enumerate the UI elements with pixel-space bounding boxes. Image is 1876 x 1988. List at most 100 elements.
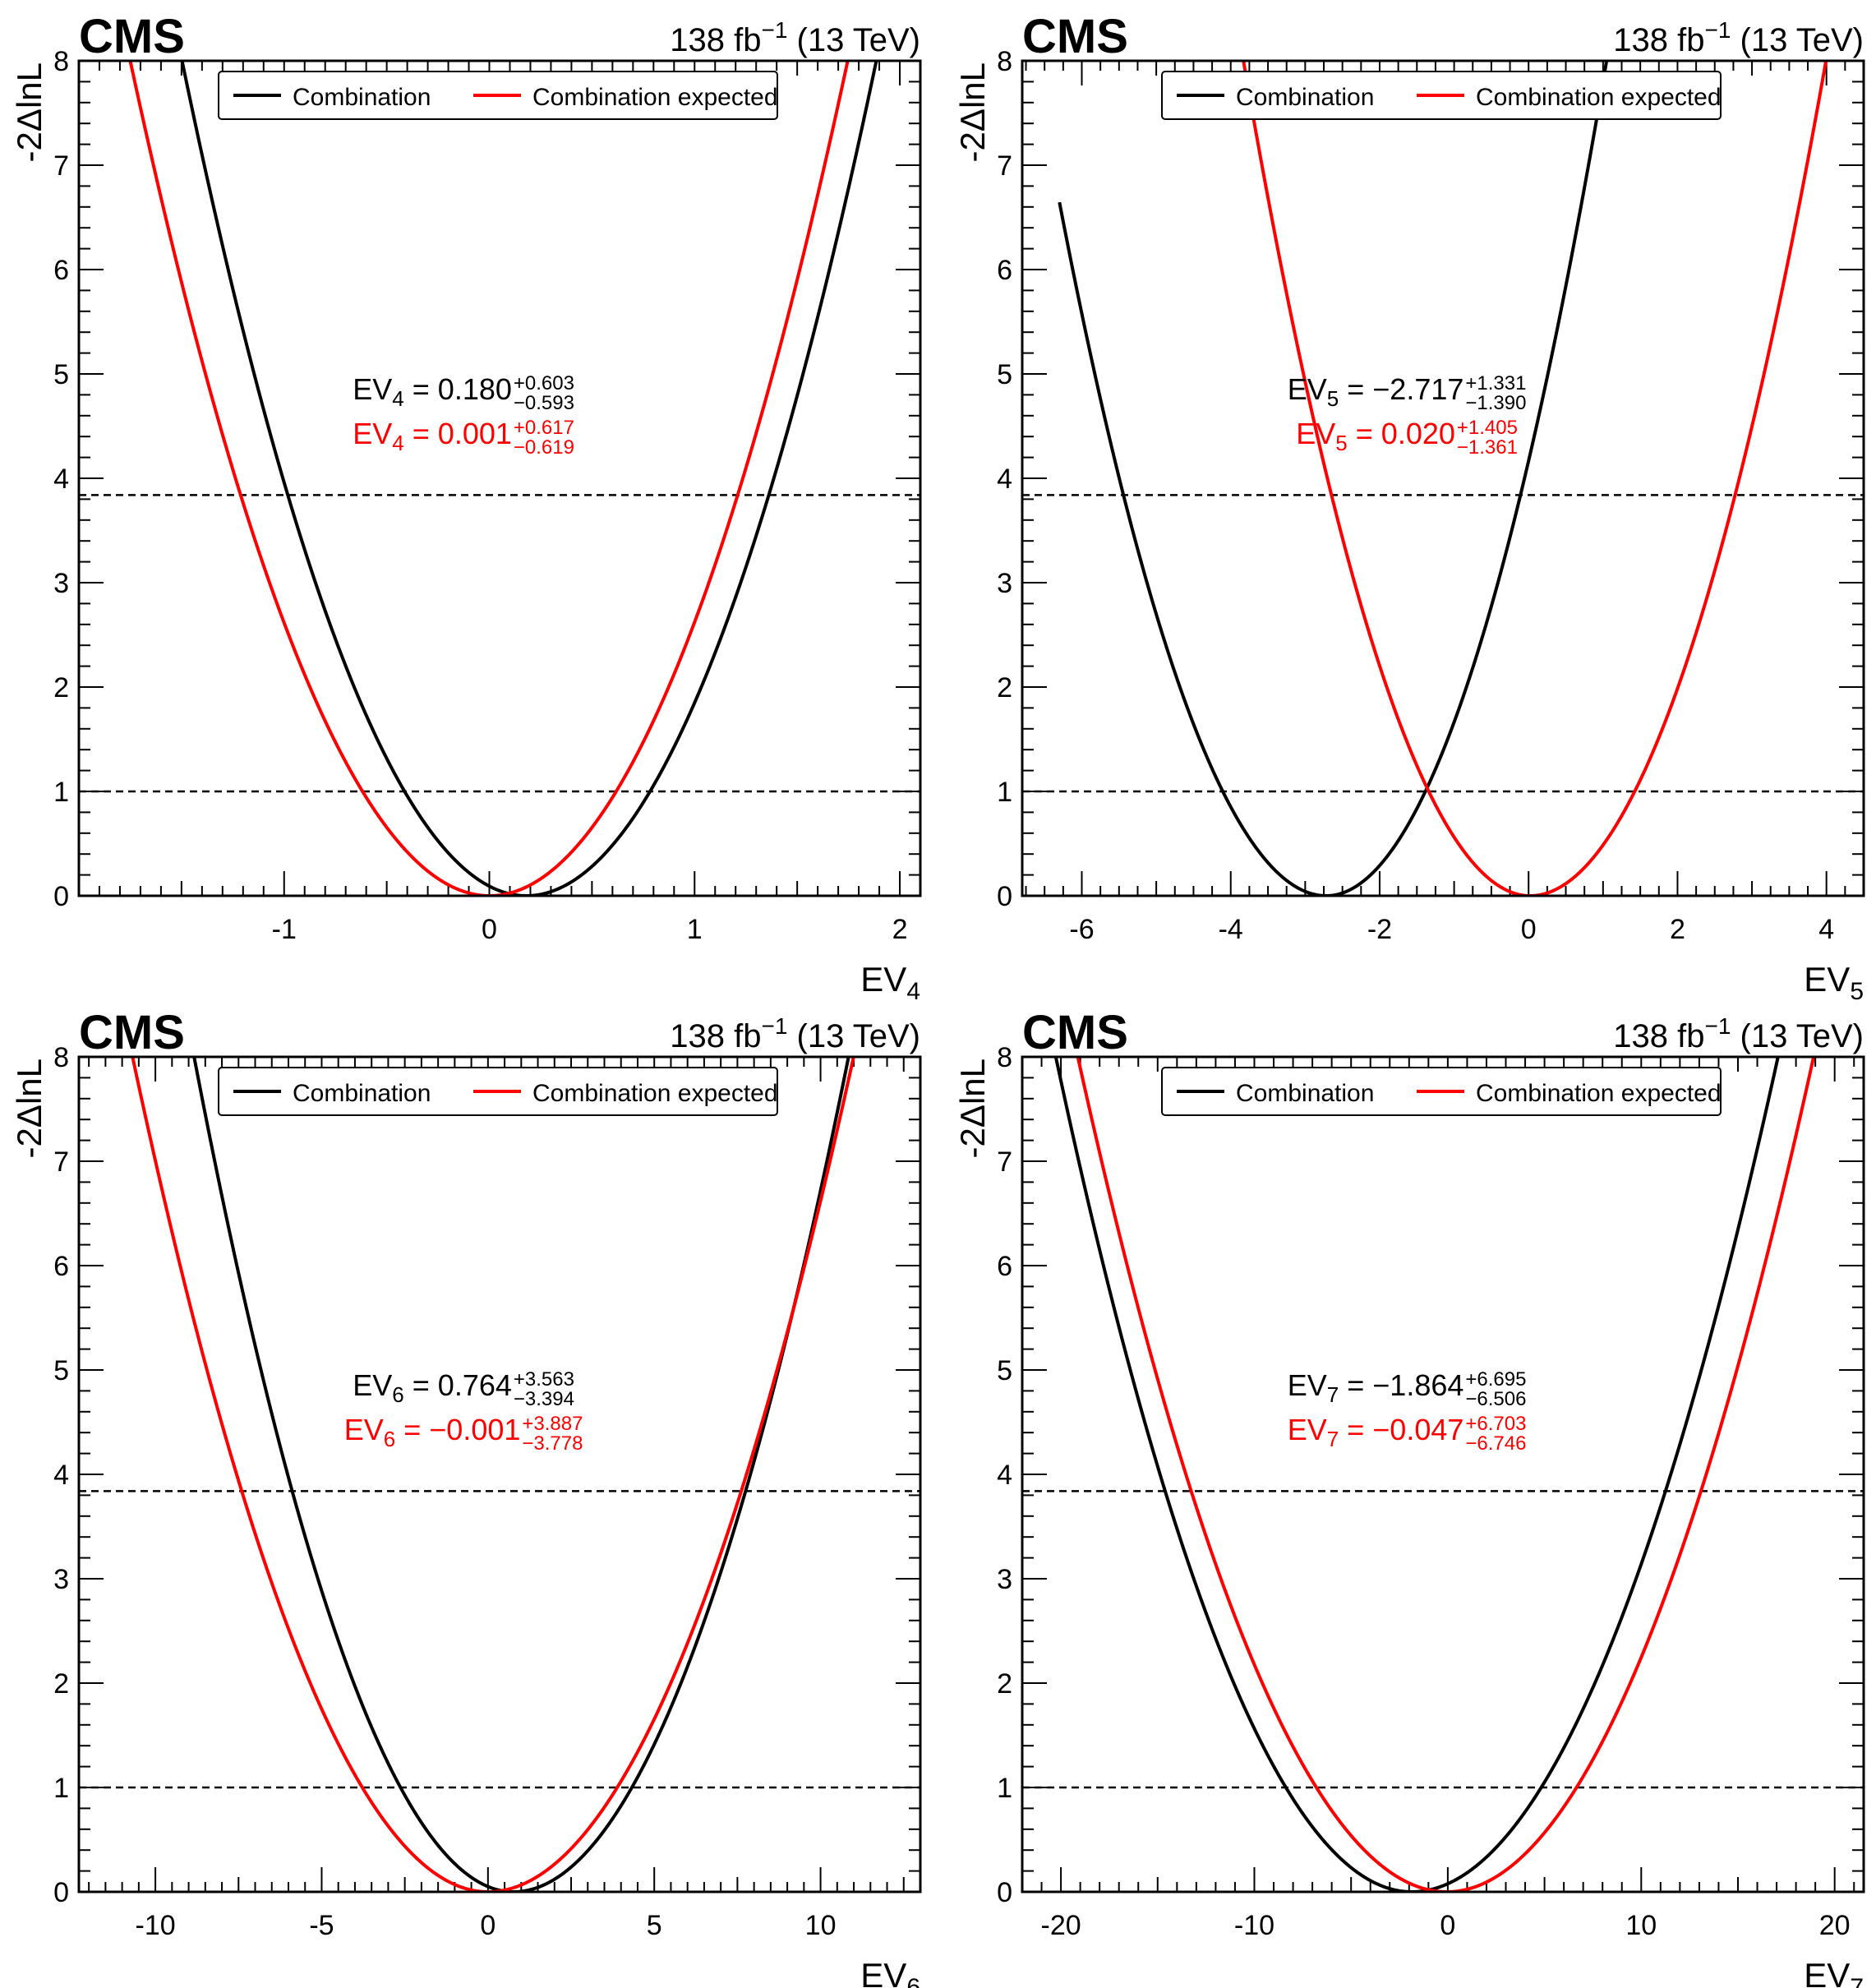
- x-tick-label: 2: [892, 914, 908, 945]
- legend-entry: Combination: [1236, 84, 1374, 111]
- y-tick-label: 2: [997, 1668, 1012, 1700]
- svg-text:EV5 = −2.717: EV5 = −2.717: [1288, 372, 1464, 411]
- cms-title: CMS: [79, 1006, 185, 1059]
- x-axis-label-base: EV: [860, 1956, 906, 1988]
- x-axis-label-sub: 7: [1850, 1974, 1864, 1988]
- y-tick-label: 7: [53, 150, 69, 182]
- uncertainty-down: −1.390: [1465, 392, 1526, 414]
- lumi-label: 138 fb−1 (13 TeV): [670, 1013, 920, 1054]
- x-tick-label: -20: [1041, 1910, 1081, 1941]
- legend-entry: Combination: [293, 1080, 431, 1107]
- best-fit-annotation-expected: EV6 = −0.001 +3.887−3.778: [344, 1413, 583, 1455]
- cms-title: CMS: [79, 10, 185, 63]
- y-tick-label: 6: [53, 255, 69, 286]
- y-tick-label: 0: [53, 881, 69, 912]
- y-tick-label: 2: [53, 672, 69, 703]
- best-fit-annotation-expected: EV5 = 0.020 +1.405−1.361: [1296, 417, 1518, 459]
- y-tick-label: 5: [53, 359, 69, 390]
- y-tick-label: 3: [53, 568, 69, 599]
- x-tick-label: 0: [1440, 1910, 1455, 1941]
- x-axis-label: EV5: [1804, 960, 1864, 1005]
- series-line-combination: [1058, 61, 1609, 896]
- x-tick-label: -6: [1069, 914, 1094, 945]
- svg-text:EV6 = −0.001: EV6 = −0.001: [344, 1413, 521, 1451]
- plot-frame: [77, 59, 922, 897]
- y-tick-label: 8: [997, 46, 1012, 77]
- uncertainty-up: +6.703: [1465, 1413, 1526, 1435]
- y-tick-label: 5: [997, 1355, 1012, 1386]
- y-tick-label: 7: [997, 1146, 1012, 1178]
- x-tick-label: -2: [1367, 914, 1392, 945]
- cms-title: CMS: [1022, 1006, 1128, 1059]
- y-tick-label: 7: [53, 1146, 69, 1178]
- uncertainty-up: +3.563: [514, 1368, 574, 1391]
- best-fit-annotation-combination: EV4 = 0.180 +0.603−0.593: [353, 372, 574, 414]
- best-fit-annotation-combination: EV7 = −1.864 +6.695−6.506: [1288, 1368, 1527, 1410]
- x-tick-label: -10: [136, 1910, 176, 1941]
- y-tick-label: 0: [997, 1877, 1012, 1908]
- best-fit-annotation-expected: EV4 = 0.001 +0.617−0.619: [353, 417, 574, 459]
- svg-text:EV4 = 0.180: EV4 = 0.180: [353, 372, 512, 411]
- cms-title: CMS: [1022, 10, 1128, 63]
- lumi-label: 138 fb−1 (13 TeV): [1613, 17, 1864, 58]
- y-tick-label: 1: [997, 1773, 1012, 1804]
- uncertainty-up: +0.603: [514, 372, 574, 394]
- y-tick-label: 1: [997, 777, 1012, 808]
- y-tick-label: 7: [997, 150, 1012, 182]
- best-fit-annotation-expected: EV7 = −0.047 +6.703−6.746: [1288, 1413, 1527, 1455]
- plot-frame: [1021, 59, 1865, 897]
- y-tick-label: 3: [997, 1564, 1012, 1595]
- x-axis-label-sub: 4: [906, 978, 920, 1005]
- x-axis-label-base: EV: [1804, 1956, 1850, 1988]
- x-tick-label: -10: [1234, 1910, 1274, 1941]
- y-axis-label: -2ΔlnL: [10, 62, 48, 162]
- x-axis-label: EV4: [860, 960, 920, 1005]
- plot-frame: [1021, 1055, 1865, 1893]
- x-axis-label-base: EV: [860, 960, 906, 999]
- y-tick-label: 8: [997, 1042, 1012, 1073]
- uncertainty-down: −3.778: [522, 1432, 583, 1455]
- legend: Combination Combination expected: [1161, 1067, 1722, 1116]
- legend-entry: Combination expected: [1476, 1080, 1722, 1107]
- lumi-label: 138 fb−1 (13 TeV): [1613, 1013, 1864, 1054]
- uncertainty-up: +1.405: [1457, 417, 1518, 439]
- y-tick-label: 3: [997, 568, 1012, 599]
- uncertainty-up: +3.887: [522, 1413, 583, 1435]
- svg-text:EV7 = −1.864: EV7 = −1.864: [1288, 1368, 1464, 1407]
- x-tick-label: -5: [309, 1910, 334, 1941]
- y-axis-label: -2ΔlnL: [953, 62, 992, 162]
- legend: Combination Combination expected: [1161, 71, 1722, 120]
- svg-text:EV6 = 0.764: EV6 = 0.764: [353, 1368, 512, 1407]
- legend-entry: Combination: [1236, 1080, 1374, 1107]
- legend: Combination Combination expected: [218, 1067, 778, 1116]
- y-tick-label: 2: [53, 1668, 69, 1700]
- x-tick-label: 4: [1818, 914, 1834, 945]
- y-axis-label: -2ΔlnL: [10, 1059, 48, 1158]
- y-tick-label: 3: [53, 1564, 69, 1595]
- x-tick-label: 0: [482, 914, 497, 945]
- uncertainty-up: +6.695: [1465, 1368, 1526, 1391]
- x-tick-label: 5: [647, 1910, 662, 1941]
- y-tick-label: 4: [53, 464, 69, 495]
- x-tick-label: 2: [1670, 914, 1685, 945]
- uncertainty-down: −1.361: [1457, 436, 1518, 459]
- y-tick-label: 8: [53, 46, 69, 77]
- svg-text:EV4 = 0.001: EV4 = 0.001: [353, 417, 512, 455]
- legend-entry: Combination: [293, 84, 431, 111]
- y-tick-label: 4: [997, 464, 1012, 495]
- best-fit-annotation-combination: EV5 = −2.717 +1.331−1.390: [1288, 372, 1527, 414]
- x-tick-label: 0: [480, 1910, 496, 1941]
- x-axis-label-sub: 6: [906, 1974, 920, 1988]
- x-axis-label: EV6: [860, 1956, 920, 1988]
- uncertainty-down: −6.506: [1465, 1388, 1526, 1410]
- x-tick-label: -1: [272, 914, 297, 945]
- svg-text:EV5 = 0.020: EV5 = 0.020: [1296, 417, 1455, 455]
- x-tick-label: 1: [687, 914, 703, 945]
- y-tick-label: 5: [997, 359, 1012, 390]
- legend-entry: Combination expected: [532, 84, 778, 111]
- plot-frame: [77, 1055, 922, 1893]
- y-tick-label: 0: [997, 881, 1012, 912]
- x-tick-label: -4: [1219, 914, 1243, 945]
